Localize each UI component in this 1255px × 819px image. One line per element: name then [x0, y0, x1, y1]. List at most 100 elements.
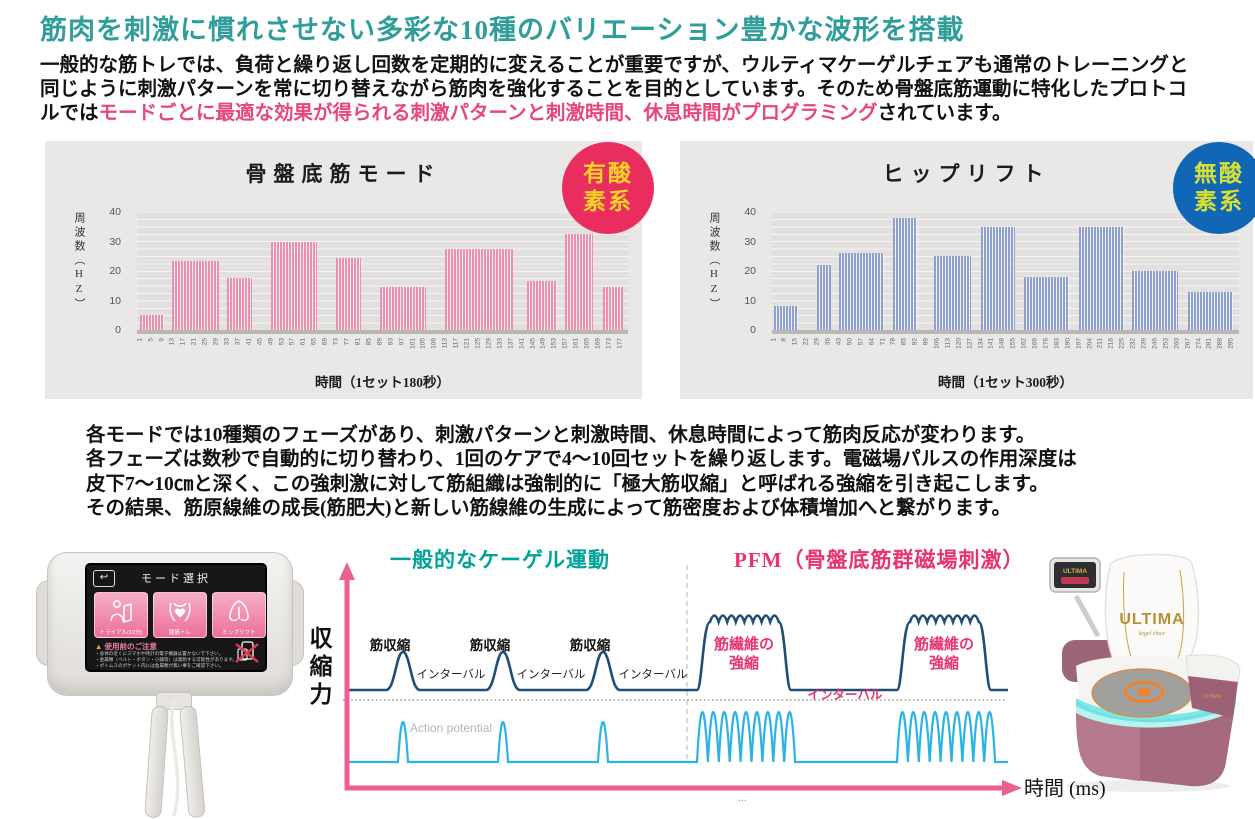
- warning-title-text: 使用前のご注意: [104, 642, 158, 651]
- x-tick-label: 109: [430, 338, 438, 349]
- x-tick-label: 253: [1162, 338, 1170, 349]
- intro-line-prefix: ルでは: [40, 102, 99, 124]
- armrest-brand-text: ULTIMA: [1203, 694, 1222, 700]
- backrest-seam: [1122, 571, 1133, 661]
- warning-line: ・身体の近くにスマホや時計の電子機器は置かないで下さい。: [95, 651, 224, 656]
- x-tick-label: 246: [1151, 338, 1159, 349]
- x-tick-label: 92: [911, 338, 919, 346]
- bar-group: [336, 257, 361, 330]
- x-tick-label: 225: [1118, 338, 1126, 349]
- bar-group: [139, 315, 165, 330]
- x-tick-label: 33: [223, 338, 231, 346]
- no-phone-icon: [235, 641, 259, 663]
- ellipsis: ...: [738, 790, 747, 804]
- x-tick-label: 177: [616, 338, 624, 349]
- intro-line: ルではモードごとに最適な効果が得られる刺激パターンと刺激時間、休息時間がプログラ…: [40, 102, 1252, 126]
- x-tick-label: 267: [1184, 338, 1192, 349]
- bar-group: [603, 287, 623, 330]
- muscle-force-waveform: [345, 614, 1008, 692]
- x-tick-label: 45: [256, 338, 264, 346]
- waveform-comparison-diagram: 一般的なケーゲル運動 PFM（骨盤底筋群磁場刺激） 収縮力 筋収縮 筋収縮 筋収…: [298, 540, 1118, 819]
- x-tick-label: 1: [136, 338, 144, 342]
- bar-group: [565, 234, 593, 330]
- x-tick-label: 53: [278, 338, 286, 346]
- y-axis-label: 周波数（HZ）: [708, 212, 720, 312]
- mode-button-label: ヒップリフト: [222, 630, 256, 636]
- tetanic-contraction-label: 筋繊維の 強縮: [704, 636, 784, 674]
- muscle-contraction-label: 筋収縮: [469, 638, 511, 653]
- x-tick-label: 295: [1227, 338, 1235, 349]
- x-axis-label: 時間（1セット300秒）: [938, 375, 1073, 390]
- x-tick-label: 37: [234, 338, 242, 346]
- x-tick-label: 49: [267, 338, 275, 346]
- back-button: ↩: [93, 570, 115, 587]
- chair-render: ULTIMA kegel chair ULTIMA ULTIMA: [1049, 553, 1241, 792]
- x-tick-label: 157: [561, 338, 569, 349]
- x-tick-label: 211: [1096, 338, 1104, 349]
- y-axis-arrowhead: [339, 562, 355, 580]
- x-tick-label: 50: [846, 338, 854, 346]
- x-tick-label: 129: [485, 338, 493, 349]
- x-tick-label: 13: [168, 338, 176, 346]
- y-tick-label: 30: [744, 235, 756, 248]
- x-tick-label: 176: [1042, 338, 1050, 349]
- x-tick-label: 149: [539, 338, 547, 349]
- x-tick-label: 65: [310, 338, 318, 346]
- x-tick-label: 5: [147, 338, 155, 342]
- x-tick-label: 105: [419, 338, 427, 349]
- kegel-exercise-title: 一般的なケーゲル運動: [390, 548, 610, 572]
- x-tick-label: 197: [1075, 338, 1083, 349]
- tetanus-label-line: 筋繊維の: [713, 637, 774, 653]
- x-tick-label: 99: [922, 338, 930, 346]
- mode-button-label: 膣筋トレ: [168, 630, 191, 636]
- x-tick-label: 57: [857, 338, 865, 346]
- intro-highlight: モードごとに最適な効果が得られる刺激パターンと刺激時間、休息時間がプログラミング: [98, 102, 878, 124]
- bar-group: [527, 281, 558, 330]
- x-tick-label: 204: [1086, 338, 1094, 349]
- display-arm: [1073, 594, 1101, 638]
- x-tick-label: 15: [791, 338, 799, 346]
- description-line: 各モードでは10種類のフェーズがあり、刺激パターンと刺激時間、休息時間によって筋…: [86, 425, 1036, 446]
- seat-pad-dot: [1137, 687, 1151, 697]
- x-tick-label: 190: [1064, 338, 1072, 349]
- badge-text: 有酸: [583, 161, 633, 186]
- interval-label: インターバル: [416, 669, 486, 681]
- warning-line: ・ボトムスのポケット内には金属類が無い事をご確認下さい。: [95, 663, 224, 669]
- x-tick-label: 89: [376, 338, 384, 346]
- chart-title: ヒップリフト: [882, 162, 1051, 186]
- chart-panel-pelvic-floor-mode: 骨盤底筋モード 有酸 素系 周波数（HZ） 40 30 20 10 0 1 5 9 13 17 2…: [45, 141, 654, 399]
- waveform-plot: [339, 562, 1022, 796]
- y-tick-label: 10: [744, 294, 756, 307]
- time-axis-label: 時間 (ms): [1024, 778, 1106, 800]
- y-tick-label: 40: [109, 206, 121, 218]
- x-tick-label: 97: [398, 338, 406, 346]
- x-tick-label: 281: [1205, 338, 1213, 349]
- chart-title: 骨盤底筋モード: [245, 162, 442, 186]
- chair-right-armrest-side: [1188, 676, 1238, 718]
- bar-group: [980, 226, 1015, 330]
- x-tick-label: 161: [572, 338, 580, 349]
- display-red-band: [1061, 577, 1089, 584]
- hip-lift-button: ヒップリフト: [212, 592, 266, 638]
- x-tick-label: 57: [288, 338, 296, 346]
- x-tick-label: 134: [977, 338, 985, 349]
- anaerobic-badge: 無酸 素系: [1173, 142, 1255, 234]
- x-tick-label: 173: [605, 338, 613, 349]
- hip-lift-icon: [229, 600, 249, 622]
- x-tick-label: 93: [387, 338, 395, 346]
- intro-paragraph: 一般的な筋トレでは、負荷と繰り返し回数を定期的に変えることが重要ですが、ウルティ…: [40, 54, 1252, 125]
- description-line: 皮下7～10㎝と深く、この強刺激に対して筋組織は強制的に「極大筋収縮」と呼ばれる…: [86, 473, 1049, 495]
- interval-label: インターバル: [618, 669, 688, 681]
- x-tick-label: 117: [452, 338, 460, 349]
- x-tick-label: 1: [770, 338, 778, 342]
- chair-right-armrest-pad: [1185, 654, 1241, 685]
- action-potential-label: Action potential: [410, 721, 493, 735]
- x-tick-label: 73: [332, 338, 340, 346]
- device-screen: ↩ モード選択 トライアル(12分): [85, 563, 267, 672]
- bar-group: [893, 217, 917, 330]
- warning-triangle-icon: ▲: [95, 642, 103, 651]
- muscle-contraction-label: 筋収縮: [369, 638, 411, 653]
- tetanic-contraction-label: 筋繊維の 強縮: [904, 636, 984, 674]
- x-tick-label: 239: [1140, 338, 1148, 349]
- chair-led-glow-inner: [1076, 704, 1236, 728]
